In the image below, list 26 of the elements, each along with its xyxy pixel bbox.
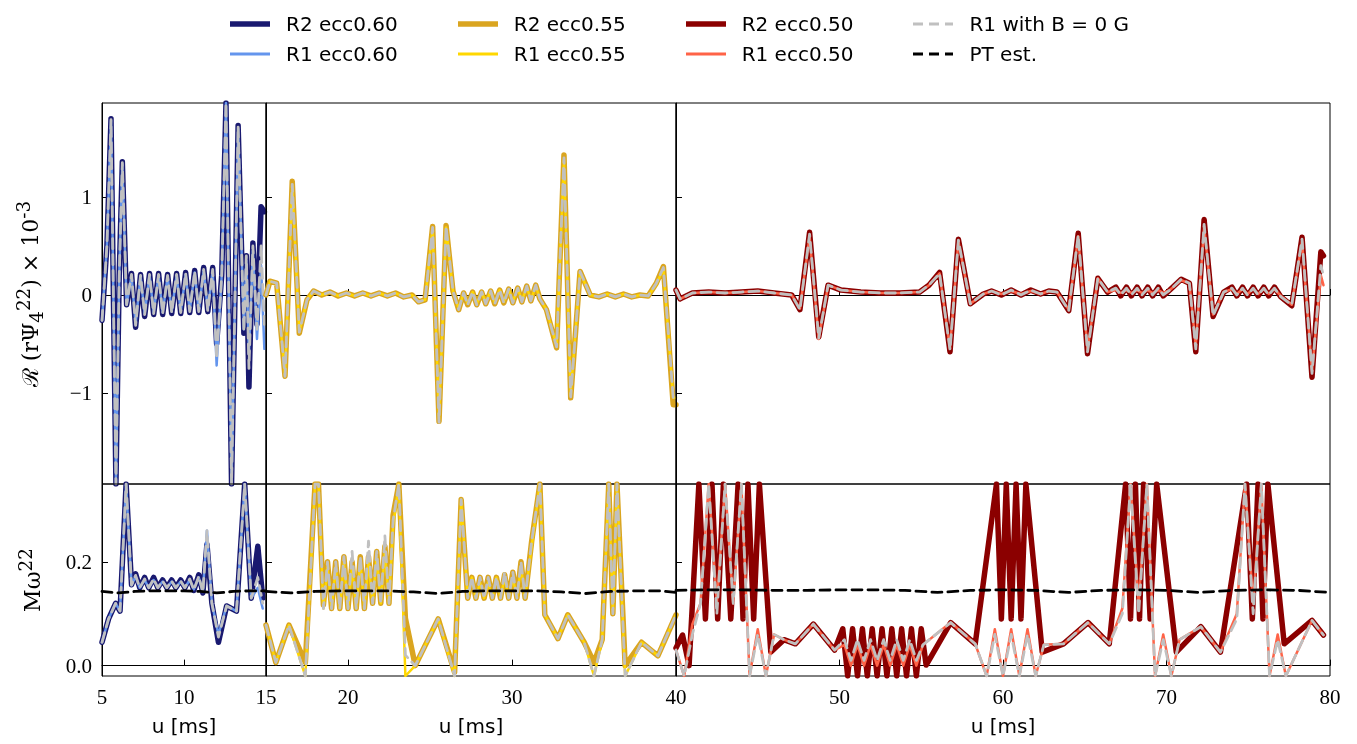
legend-label: R1 ecc0.50 [741,42,854,66]
y-tick-label: 0.2 [65,549,92,574]
legend-label: R2 ecc0.55 [513,12,626,36]
legend-label: R1 ecc0.55 [513,42,626,66]
legend-label: R2 ecc0.60 [286,12,398,36]
x-tick-label: 5 [96,684,108,709]
y-tick-label: 1 [81,185,92,210]
x-axis-title: u [ms] [438,714,504,738]
legend-label: R2 ecc0.50 [741,12,854,36]
x-tick-label: 10 [173,684,195,709]
y-tick-label: −1 [69,380,92,405]
legend-label: R1 ecc0.60 [286,42,398,66]
x-tick-label: 30 [501,684,523,709]
x-tick-label: 80 [1319,684,1341,709]
x-axis-title: u [ms] [151,714,217,738]
legend-label: R1 with B = 0 G [969,12,1129,36]
x-tick-label: 40 [665,684,687,709]
x-tick-label: 15 [255,684,277,709]
x-tick-label: 70 [1156,684,1177,709]
legend-label: PT est. [969,42,1037,66]
x-tick-label: 20 [337,684,359,709]
y-tick-label: 0.0 [65,653,92,678]
y-tick-label: 0 [81,282,92,307]
x-axis-title: u [ms] [970,714,1036,738]
x-tick-label: 60 [992,684,1014,709]
x-tick-label: 50 [829,684,850,709]
